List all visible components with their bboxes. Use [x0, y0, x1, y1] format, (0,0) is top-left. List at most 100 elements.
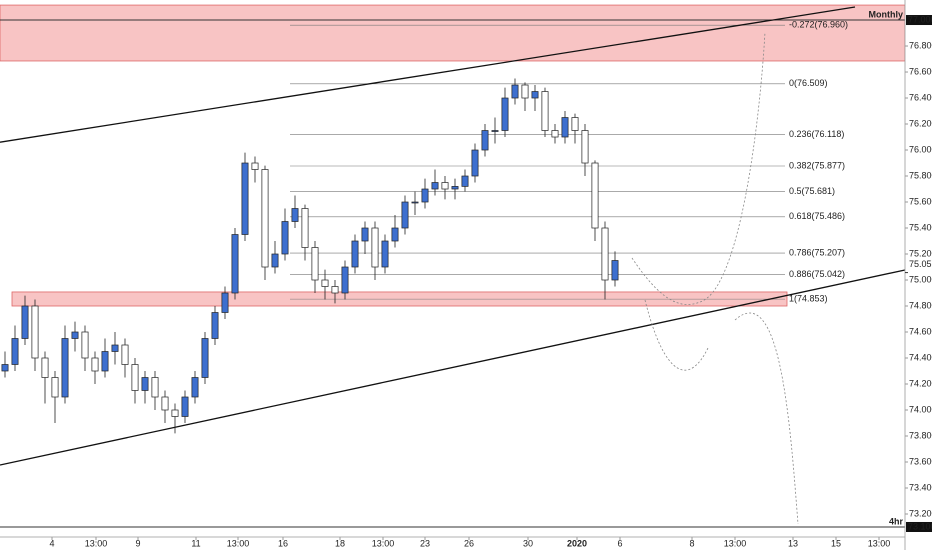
x-tick-label: 13:00	[868, 538, 891, 548]
candle-body	[131, 364, 139, 391]
y-tick-label: 73.600	[909, 456, 932, 466]
y-tick-label: 74.800	[909, 300, 932, 310]
trendline	[0, 269, 906, 466]
candle-body	[81, 331, 89, 359]
candle-body	[101, 351, 109, 372]
y-tick-label: 75.800	[909, 170, 932, 180]
candle-body	[421, 188, 429, 203]
y-tick-label: 76.600	[909, 66, 932, 76]
y-tick-label: 73.200	[909, 508, 932, 518]
candle-body	[381, 240, 389, 268]
x-tick-label: 30	[523, 538, 533, 548]
candle-body	[351, 240, 359, 268]
y-tick-label: 75.400	[909, 222, 932, 232]
candle-body	[191, 377, 199, 398]
y-tick-label: 73.400	[909, 482, 932, 492]
y-tick-label: 76.200	[909, 118, 932, 128]
candle-body	[301, 208, 309, 248]
candle-body	[321, 279, 329, 287]
fib-label: 0(76.509)	[789, 78, 828, 88]
candle-body	[481, 130, 489, 151]
x-tick-label: 8	[689, 538, 694, 548]
fib-label: 0.886(75.042)	[789, 269, 845, 279]
level-name: 4hr	[889, 516, 904, 526]
x-tick-label: 13:00	[372, 538, 395, 548]
candle-body	[451, 186, 459, 190]
candle-body	[601, 227, 609, 281]
candle-body	[261, 169, 269, 268]
x-tick-label: 23	[420, 538, 430, 548]
candle-body	[331, 286, 339, 294]
candle-body	[221, 292, 229, 313]
x-tick-label: 15	[831, 538, 841, 548]
fib-label: 0.236(76.118)	[789, 129, 844, 139]
candle-body	[471, 149, 479, 177]
candle-body	[181, 396, 189, 417]
candle-body	[571, 117, 579, 131]
candle-body	[21, 305, 29, 339]
candle-body	[531, 91, 539, 99]
y-tick-label: 73.800	[909, 430, 932, 440]
candle-body	[611, 260, 619, 281]
candle-body	[541, 91, 549, 131]
x-tick-label: 13:00	[724, 538, 747, 548]
candle-body	[361, 227, 369, 242]
y-tick-label: 74.200	[909, 378, 932, 388]
y-tick-label: 74.400	[909, 352, 932, 362]
level-badge-label: 77.000	[908, 14, 932, 24]
y-tick-label: 74.600	[909, 326, 932, 336]
fib-label: 1(74.853)	[789, 293, 828, 303]
candle-body	[251, 162, 259, 170]
candle-body	[371, 227, 379, 268]
last-price-label: 75.057	[909, 259, 932, 269]
candle-body	[161, 396, 169, 411]
y-tick-label: 76.800	[909, 40, 932, 50]
candle-body	[511, 84, 519, 99]
candle-body	[401, 201, 409, 229]
candle-body	[311, 247, 319, 281]
candle-body	[141, 377, 149, 391]
y-tick-label: 76.400	[909, 92, 932, 102]
candle-body	[521, 84, 529, 99]
y-tick-label: 76.000	[909, 144, 932, 154]
x-tick-label: 9	[135, 538, 140, 548]
x-tick-label: 13	[788, 538, 798, 548]
x-tick-label: 6	[617, 538, 622, 548]
projections	[631, 31, 799, 525]
candle-body	[201, 338, 209, 378]
y-tick-label: 75.000	[909, 274, 932, 284]
level-badge	[906, 15, 932, 26]
projection-down	[644, 299, 709, 371]
candle-body	[71, 331, 79, 339]
x-tick-label: 2020	[567, 538, 587, 548]
candle-body	[551, 130, 559, 138]
zone	[0, 4, 906, 62]
candle-body	[281, 221, 289, 255]
x-tick-label: 16	[278, 538, 288, 548]
candle-body	[171, 409, 179, 417]
x-tick-label: 26	[464, 538, 474, 548]
candle-body	[431, 182, 439, 190]
candle-body	[1, 364, 9, 372]
candle-body	[151, 377, 159, 398]
fib-label: 0.5(75.681)	[789, 186, 835, 196]
x-tick-label: 4	[49, 538, 54, 548]
candle-body	[561, 117, 569, 138]
y-tick-label: 75.600	[909, 196, 932, 206]
candle-body	[441, 182, 449, 190]
candle-body	[31, 305, 39, 359]
projection-up	[631, 31, 766, 305]
candle-body	[231, 234, 239, 294]
candle-body	[241, 162, 249, 235]
candle-body	[121, 344, 129, 365]
y-axis-bg	[905, 0, 932, 550]
trendline	[0, 6, 856, 143]
candle-body	[591, 162, 599, 229]
candle-body	[211, 312, 219, 339]
candle-body	[111, 344, 119, 352]
candle-body	[461, 175, 469, 187]
candle-body	[291, 208, 299, 222]
candle-body	[11, 338, 19, 365]
fib-label: 0.786(75.207)	[789, 247, 845, 257]
